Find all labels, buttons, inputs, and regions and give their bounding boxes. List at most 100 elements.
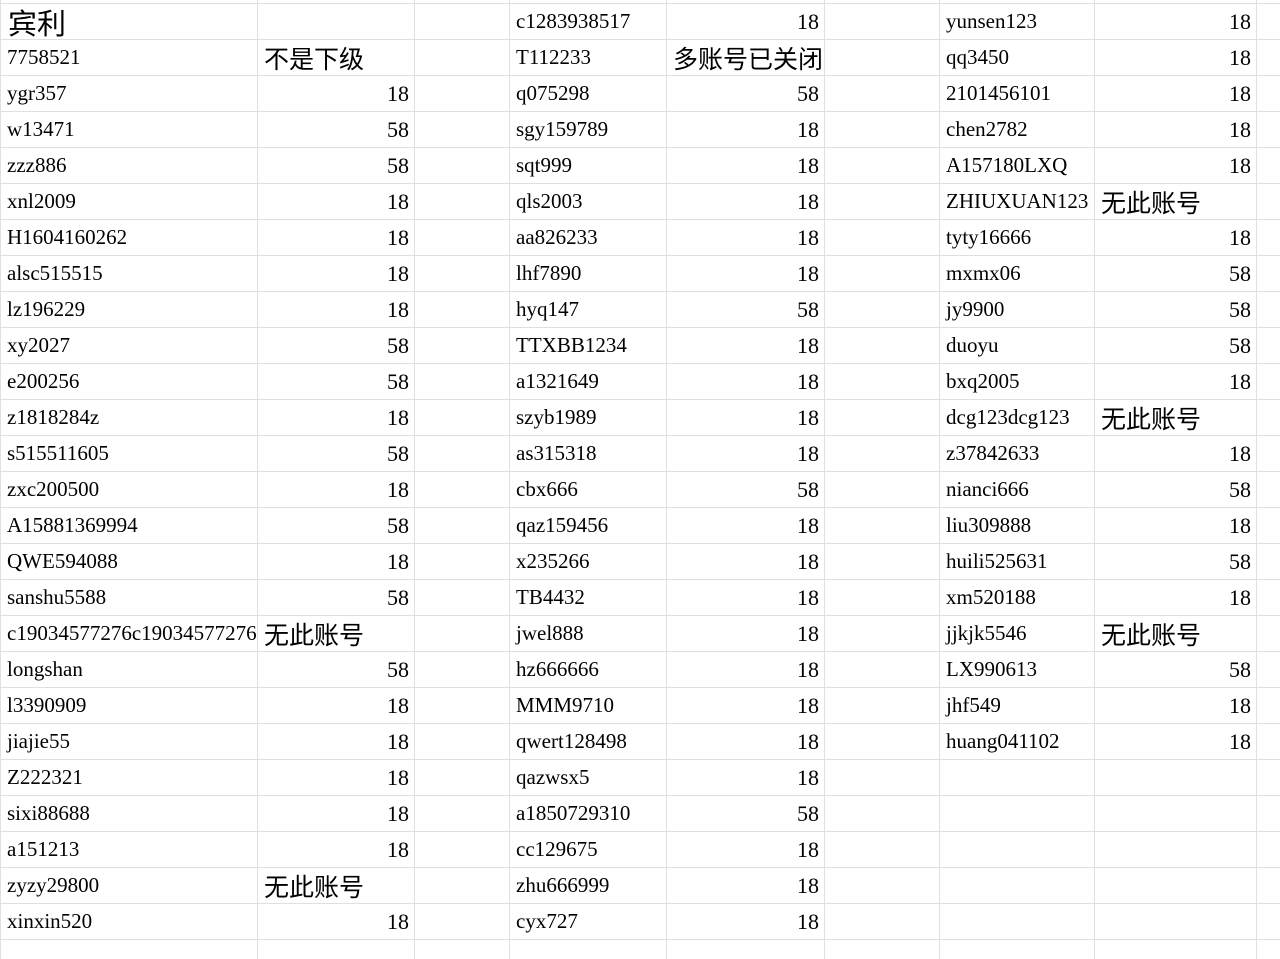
value-cell[interactable]: 18 [258,472,415,508]
value-cell[interactable]: 58 [258,652,415,688]
note-cell[interactable]: 无此账号 [1095,184,1257,220]
empty-cell[interactable] [258,0,415,4]
note-cell[interactable]: 无此账号 [258,616,415,652]
account-cell[interactable]: TTXBB1234 [510,328,667,364]
spacer-cell[interactable] [825,472,940,508]
value-cell[interactable]: 18 [667,436,825,472]
value-cell[interactable]: 58 [1095,256,1257,292]
spacer-cell[interactable] [825,292,940,328]
account-cell[interactable]: aa826233 [510,220,667,256]
value-cell[interactable]: 18 [667,544,825,580]
account-cell[interactable]: duoyu [940,328,1095,364]
spacer-cell[interactable] [825,652,940,688]
value-cell[interactable]: 58 [667,796,825,832]
account-cell[interactable]: xinxin520 [0,904,258,940]
value-cell[interactable]: 18 [667,328,825,364]
account-cell[interactable]: cyx727 [510,904,667,940]
account-cell[interactable]: c1283938517 [510,4,667,40]
empty-cell[interactable] [940,868,1095,904]
value-cell[interactable]: 18 [667,904,825,940]
spacer-cell[interactable] [415,724,510,760]
empty-cell[interactable] [940,832,1095,868]
spacer-cell[interactable] [415,508,510,544]
value-cell[interactable]: 58 [1095,544,1257,580]
value-cell[interactable]: 18 [258,796,415,832]
spacer-cell[interactable] [415,616,510,652]
value-cell[interactable]: 18 [667,760,825,796]
value-cell[interactable]: 18 [1095,724,1257,760]
account-cell[interactable]: a1850729310 [510,796,667,832]
value-cell[interactable]: 18 [667,184,825,220]
account-cell[interactable]: nianci666 [940,472,1095,508]
empty-cell[interactable] [510,0,667,4]
spacer-cell[interactable] [825,328,940,364]
empty-cell[interactable] [1095,904,1257,940]
spacer-cell[interactable] [825,40,940,76]
account-cell[interactable]: jiajie55 [0,724,258,760]
spacer-cell[interactable] [415,40,510,76]
account-cell[interactable]: qwert128498 [510,724,667,760]
empty-cell[interactable] [1095,832,1257,868]
account-cell[interactable]: A15881369994 [0,508,258,544]
value-cell[interactable]: 18 [1095,40,1257,76]
spacer-cell[interactable] [415,220,510,256]
value-cell[interactable]: 58 [258,364,415,400]
spacer-cell[interactable] [825,4,940,40]
spacer-cell[interactable] [415,76,510,112]
value-cell[interactable]: 18 [258,76,415,112]
account-cell[interactable]: dcg123dcg123 [940,400,1095,436]
spacer-cell[interactable] [415,472,510,508]
spacer-cell[interactable] [1257,580,1280,616]
account-cell[interactable]: cc129675 [510,832,667,868]
spacer-cell[interactable] [415,544,510,580]
empty-cell[interactable] [258,940,415,959]
account-cell[interactable]: longshan [0,652,258,688]
account-cell[interactable]: liu309888 [940,508,1095,544]
value-cell[interactable]: 58 [258,436,415,472]
note-cell[interactable]: 无此账号 [1095,400,1257,436]
value-cell[interactable]: 18 [1095,436,1257,472]
spacer-cell[interactable] [415,796,510,832]
account-cell[interactable]: tyty16666 [940,220,1095,256]
value-cell[interactable]: 18 [667,220,825,256]
value-cell[interactable]: 58 [1095,328,1257,364]
account-cell[interactable]: xm520188 [940,580,1095,616]
value-cell[interactable]: 58 [667,292,825,328]
spacer-cell[interactable] [1257,652,1280,688]
value-cell[interactable]: 18 [667,652,825,688]
value-cell[interactable]: 18 [258,724,415,760]
account-cell[interactable]: H1604160262 [0,220,258,256]
note-cell[interactable]: 多账号已关闭 [667,40,825,76]
spacer-cell[interactable] [1257,76,1280,112]
account-cell[interactable]: huang041102 [940,724,1095,760]
spacer-cell[interactable] [415,580,510,616]
account-cell[interactable]: yunsen123 [940,4,1095,40]
note-cell[interactable]: 无此账号 [258,868,415,904]
spacer-cell[interactable] [825,436,940,472]
value-cell[interactable]: 58 [1095,652,1257,688]
spacer-cell[interactable] [1257,940,1280,959]
account-cell[interactable]: zhu666999 [510,868,667,904]
spacer-cell[interactable] [825,148,940,184]
value-cell[interactable]: 18 [667,148,825,184]
spacer-cell[interactable] [825,616,940,652]
account-cell[interactable]: szyb1989 [510,400,667,436]
value-cell[interactable]: 18 [1095,220,1257,256]
value-cell[interactable]: 18 [1095,364,1257,400]
account-cell[interactable]: c19034577276c19034577276 [0,616,258,652]
value-cell[interactable]: 58 [258,328,415,364]
account-cell[interactable]: a151213 [0,832,258,868]
account-cell[interactable]: 2101456101 [940,76,1095,112]
value-cell[interactable]: 18 [667,112,825,148]
spacer-cell[interactable] [1257,4,1280,40]
account-cell[interactable]: hz666666 [510,652,667,688]
spacer-cell[interactable] [825,0,940,4]
spacer-cell[interactable] [415,292,510,328]
value-cell[interactable]: 18 [667,868,825,904]
spacer-cell[interactable] [1257,760,1280,796]
empty-cell[interactable] [1095,796,1257,832]
account-cell[interactable]: s515511605 [0,436,258,472]
account-cell[interactable]: qls2003 [510,184,667,220]
note-cell[interactable]: 不是下级 [258,40,415,76]
value-cell[interactable]: 18 [1095,4,1257,40]
